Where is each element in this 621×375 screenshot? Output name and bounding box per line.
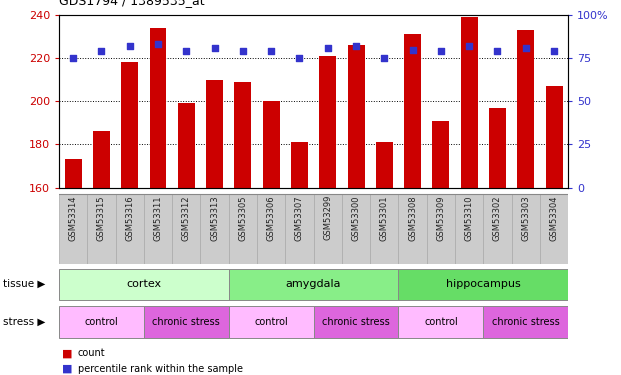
Point [96,48,106,54]
Text: GSM53312: GSM53312 [182,195,191,241]
Bar [144,306,229,338]
Point [323,45,333,51]
Point [210,45,220,51]
Bar [144,194,172,264]
Text: control: control [254,317,288,327]
Text: percentile rank within the sample: percentile rank within the sample [78,364,243,374]
Text: tissue ▶: tissue ▶ [3,279,45,289]
Bar [93,132,110,188]
Bar [65,159,81,188]
Bar [399,306,483,338]
Bar [540,194,568,264]
Text: chronic stress: chronic stress [492,317,560,327]
Bar [314,306,399,338]
Bar [319,56,336,188]
Bar [546,86,563,188]
Bar [376,142,393,188]
Bar [285,194,314,264]
Text: control: control [84,317,119,327]
Point [549,48,559,54]
Bar [512,194,540,264]
Text: GSM53302: GSM53302 [493,195,502,241]
Text: GSM53308: GSM53308 [408,195,417,241]
Bar [229,194,257,264]
Point [238,48,248,54]
Point [465,43,474,49]
Text: hippocampus: hippocampus [446,279,521,290]
Bar [229,306,314,338]
Bar [263,101,279,188]
Bar [201,194,229,264]
Bar [432,121,450,188]
Text: GDS1794 / 1389535_at: GDS1794 / 1389535_at [59,0,205,8]
Bar [483,194,512,264]
Bar [206,80,223,188]
Text: GSM53300: GSM53300 [351,195,361,241]
Bar [178,104,195,188]
Point [351,43,361,49]
Bar [342,194,370,264]
Bar [121,62,138,188]
Bar [404,34,421,188]
Bar [257,194,285,264]
Point [153,41,163,47]
Bar [461,17,478,188]
Bar [399,269,568,300]
Text: GSM53315: GSM53315 [97,195,106,241]
Bar [59,306,144,338]
Bar [150,28,166,188]
Text: GSM53311: GSM53311 [153,195,163,241]
Point [521,45,531,51]
Point [266,48,276,54]
Bar [229,269,399,300]
Bar [455,194,483,264]
Point [379,55,389,61]
Point [492,48,502,54]
Bar [427,194,455,264]
Bar [59,269,229,300]
Text: GSM53310: GSM53310 [465,195,474,241]
Text: stress ▶: stress ▶ [3,316,45,327]
Point [181,48,191,54]
Text: amygdala: amygdala [286,279,342,290]
Text: cortex: cortex [126,279,161,290]
Bar [116,194,144,264]
Bar [348,45,365,188]
Bar [59,194,88,264]
Bar [370,194,399,264]
Bar [489,108,506,188]
Text: GSM53304: GSM53304 [550,195,558,241]
Bar [291,142,308,188]
Text: GSM53313: GSM53313 [210,195,219,241]
Text: GSM53316: GSM53316 [125,195,134,241]
Bar [172,194,201,264]
Bar [314,194,342,264]
Point [294,55,304,61]
Text: ■: ■ [62,348,73,358]
Bar [88,194,116,264]
Text: count: count [78,348,105,358]
Bar [234,82,252,188]
Text: GSM53306: GSM53306 [266,195,276,241]
Bar [517,30,534,188]
Point [125,43,135,49]
Text: GSM53303: GSM53303 [521,195,530,241]
Text: GSM53301: GSM53301 [380,195,389,241]
Text: GSM53307: GSM53307 [295,195,304,241]
Text: chronic stress: chronic stress [322,317,390,327]
Text: GSM53305: GSM53305 [238,195,247,241]
Text: GSM53299: GSM53299 [324,195,332,240]
Bar [483,306,568,338]
Text: chronic stress: chronic stress [152,317,220,327]
Point [436,48,446,54]
Text: control: control [424,317,458,327]
Point [68,55,78,61]
Text: GSM53309: GSM53309 [437,195,445,241]
Point [407,46,417,53]
Text: GSM53314: GSM53314 [69,195,78,241]
Bar [399,194,427,264]
Text: ■: ■ [62,364,73,374]
